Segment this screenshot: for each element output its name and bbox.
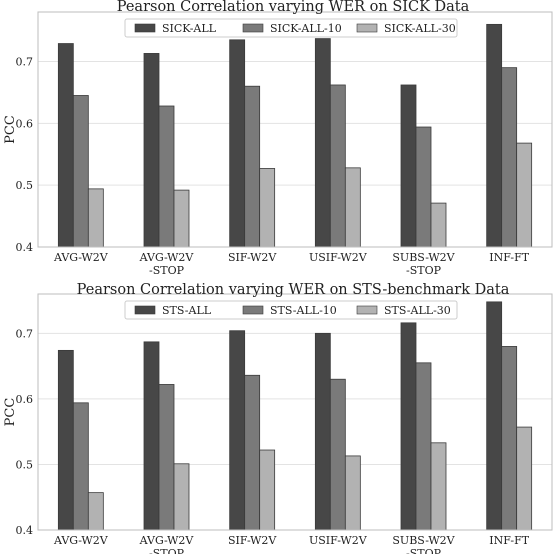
x-tick-label: SUBS-W2V <box>392 251 455 264</box>
x-tick-label: -STOP <box>149 547 185 554</box>
legend-label: STS-ALL <box>162 304 212 317</box>
x-tick-label: SIF-W2V <box>228 534 277 547</box>
legend-box <box>124 300 458 320</box>
legend-swatch <box>356 23 378 33</box>
bar-sts-all-10 <box>158 384 175 531</box>
bar-sick-all <box>314 38 331 248</box>
x-tick-label: AVG-W2V <box>139 251 195 264</box>
bar-sts-all <box>314 332 331 531</box>
legend-label: STS-ALL-30 <box>384 304 451 317</box>
bar-sts-all-30 <box>516 426 533 531</box>
legend-swatch <box>242 23 264 33</box>
legend-label: SICK-ALL-30 <box>384 22 456 35</box>
bar-sick-all <box>400 84 417 248</box>
y-tick-label: 0.5 <box>16 458 34 471</box>
bar-sick-all <box>486 23 503 248</box>
bar-sts-all-10 <box>329 378 346 531</box>
y-tick-label: 0.6 <box>16 393 34 406</box>
plot-area <box>38 12 552 247</box>
bar-sts-all <box>400 322 417 531</box>
legend-swatch <box>242 305 264 315</box>
bar-sick-all-10 <box>72 95 89 248</box>
bar-sick-all <box>229 39 246 248</box>
x-tick-label: INF-FT <box>489 534 529 547</box>
bar-sts-all <box>229 330 246 531</box>
legend: STS-ALL STS-ALL-10 STS-ALL-30 <box>124 300 458 320</box>
bar-sick-all-30 <box>430 202 447 248</box>
bar-sts-all-10 <box>244 374 261 531</box>
bar-sts-all-30 <box>87 492 104 531</box>
plot-area <box>38 294 552 530</box>
x-tick-label: SUBS-W2V <box>392 534 455 547</box>
bar-sts-all-30 <box>344 455 361 531</box>
bar-sts-all-10 <box>501 346 518 531</box>
bar-sick-all <box>57 43 74 248</box>
y-tick-label: 0.7 <box>16 327 34 340</box>
x-tick-label: -STOP <box>149 264 185 277</box>
bar-sts-all-30 <box>430 442 447 531</box>
y-tick-label: 0.5 <box>16 179 34 192</box>
bar-sts-all-10 <box>415 362 432 531</box>
legend: SICK-ALL SICK-ALL-10 SICK-ALL-30 <box>124 18 458 38</box>
bar-sick-all-10 <box>158 105 175 248</box>
bar-sts-all-10 <box>72 402 89 531</box>
x-tick-label: AVG-W2V <box>53 534 109 547</box>
legend-label: STS-ALL-10 <box>270 304 337 317</box>
x-tick-label: -STOP <box>406 547 442 554</box>
bar-sick-all <box>143 53 160 248</box>
plot-frame <box>37 11 553 248</box>
bar-sick-all-10 <box>244 85 261 248</box>
bar-sick-all-10 <box>329 84 346 248</box>
bar-sick-all-30 <box>344 167 361 248</box>
legend-swatch <box>356 305 378 315</box>
bar-sick-all-30 <box>173 189 190 248</box>
plot-frame <box>37 293 553 531</box>
y-tick-label: 0.4 <box>16 524 34 537</box>
bar-sick-all-30 <box>87 188 104 248</box>
x-tick-label: AVG-W2V <box>139 534 195 547</box>
bar-sick-all-30 <box>259 168 276 248</box>
bar-sick-all-10 <box>415 126 432 248</box>
legend-swatch <box>134 23 156 33</box>
x-tick-label: AVG-W2V <box>53 251 109 264</box>
chart-title: Pearson Correlation varying WER on STS-b… <box>77 282 510 298</box>
chart-title: Pearson Correlation varying WER on SICK … <box>117 0 470 15</box>
bar-sts-all <box>486 301 503 531</box>
x-tick-label: USIF-W2V <box>309 534 368 547</box>
y-tick-label: 0.7 <box>16 55 34 68</box>
legend-label: SICK-ALL-10 <box>270 22 342 35</box>
bar-sts-all-30 <box>173 463 190 531</box>
bar-sts-all-30 <box>259 449 276 531</box>
x-tick-label: USIF-W2V <box>309 251 368 264</box>
legend-swatch <box>134 305 156 315</box>
legend-label: SICK-ALL <box>162 22 217 35</box>
y-axis-label: PCC <box>3 115 18 144</box>
y-axis-label: PCC <box>3 398 18 427</box>
x-tick-label: -STOP <box>406 264 442 277</box>
bar-sts-all <box>57 349 74 531</box>
bar-sts-all <box>143 341 160 531</box>
x-tick-label: SIF-W2V <box>228 251 277 264</box>
bar-sick-all-10 <box>501 67 518 248</box>
y-tick-label: 0.6 <box>16 117 34 130</box>
bar-sick-all-30 <box>516 142 533 248</box>
y-tick-label: 0.4 <box>16 241 34 254</box>
legend-box <box>124 18 458 38</box>
x-tick-label: INF-FT <box>489 251 529 264</box>
